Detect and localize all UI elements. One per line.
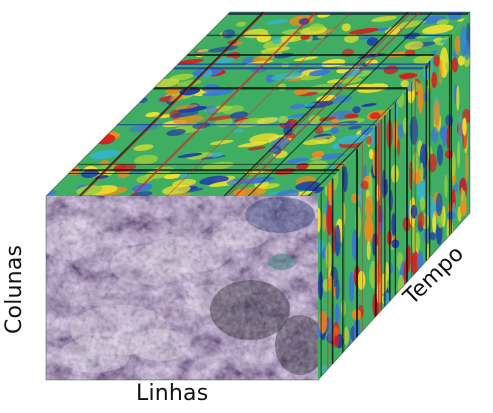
axis-label-columns: Colunas (2, 244, 27, 334)
axis-label-lines: Linhas (136, 381, 209, 406)
cube-outline (45, 11, 471, 381)
cube-front-face-satellite-image (46, 196, 318, 380)
